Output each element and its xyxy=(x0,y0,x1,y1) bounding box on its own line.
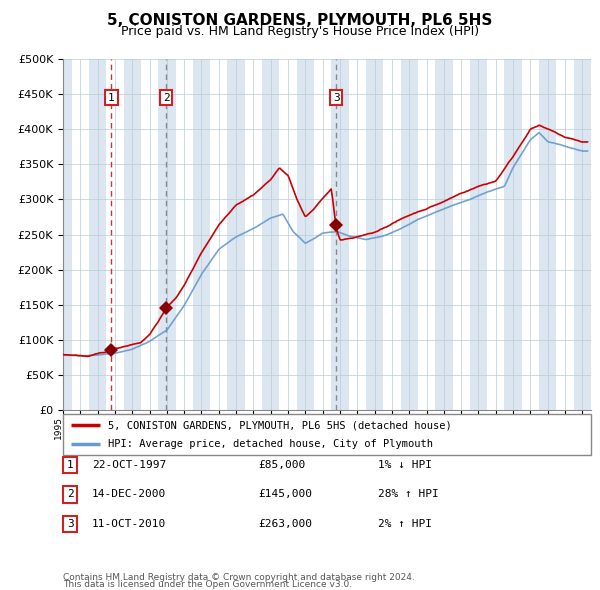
Bar xyxy=(331,59,349,410)
Bar xyxy=(210,59,227,410)
Text: 2008: 2008 xyxy=(279,415,288,438)
Text: 2019: 2019 xyxy=(469,415,478,438)
Bar xyxy=(435,59,452,410)
Text: £145,000: £145,000 xyxy=(258,490,312,499)
Bar xyxy=(591,59,600,410)
Text: 2024: 2024 xyxy=(556,415,565,438)
Text: 2016: 2016 xyxy=(418,415,427,438)
Bar xyxy=(470,59,487,410)
Bar xyxy=(297,59,314,410)
Bar xyxy=(452,59,470,410)
Bar xyxy=(106,59,124,410)
Bar xyxy=(401,59,418,410)
Text: 1997: 1997 xyxy=(89,415,98,438)
Bar xyxy=(418,59,435,410)
Text: 1999: 1999 xyxy=(123,415,132,438)
Text: 2% ↑ HPI: 2% ↑ HPI xyxy=(378,519,432,529)
Text: 2009: 2009 xyxy=(296,415,305,438)
Text: This data is licensed under the Open Government Licence v3.0.: This data is licensed under the Open Gov… xyxy=(63,581,352,589)
Bar xyxy=(176,59,193,410)
Text: 2012: 2012 xyxy=(348,415,357,438)
Text: 2023: 2023 xyxy=(539,415,548,438)
Bar xyxy=(349,59,366,410)
Text: 1996: 1996 xyxy=(71,415,80,438)
Text: 3: 3 xyxy=(333,93,340,103)
Text: 2004: 2004 xyxy=(210,415,219,438)
Text: 2013: 2013 xyxy=(365,415,374,438)
Text: 2000: 2000 xyxy=(140,415,149,438)
Text: 1998: 1998 xyxy=(106,415,115,438)
Bar xyxy=(193,59,210,410)
Bar xyxy=(89,59,106,410)
Bar xyxy=(262,59,280,410)
Text: 5, CONISTON GARDENS, PLYMOUTH, PL6 5HS (detached house): 5, CONISTON GARDENS, PLYMOUTH, PL6 5HS (… xyxy=(108,420,452,430)
Text: 14-DEC-2000: 14-DEC-2000 xyxy=(92,490,166,499)
Text: £263,000: £263,000 xyxy=(258,519,312,529)
Text: 5, CONISTON GARDENS, PLYMOUTH, PL6 5HS: 5, CONISTON GARDENS, PLYMOUTH, PL6 5HS xyxy=(107,13,493,28)
Text: 1% ↓ HPI: 1% ↓ HPI xyxy=(378,460,432,470)
Text: 2018: 2018 xyxy=(452,415,461,438)
Text: 2005: 2005 xyxy=(227,415,236,438)
Bar xyxy=(383,59,401,410)
Text: 2007: 2007 xyxy=(262,415,271,438)
Bar xyxy=(124,59,141,410)
Text: 1: 1 xyxy=(67,460,74,470)
Bar xyxy=(55,59,71,410)
Text: 28% ↑ HPI: 28% ↑ HPI xyxy=(378,490,439,499)
Text: Price paid vs. HM Land Registry's House Price Index (HPI): Price paid vs. HM Land Registry's House … xyxy=(121,25,479,38)
Text: 2021: 2021 xyxy=(504,415,513,438)
Bar xyxy=(71,59,89,410)
Text: 2017: 2017 xyxy=(435,415,444,438)
Text: HPI: Average price, detached house, City of Plymouth: HPI: Average price, detached house, City… xyxy=(108,440,433,450)
Text: 2025: 2025 xyxy=(574,415,583,438)
Text: 3: 3 xyxy=(67,519,74,529)
Text: 2006: 2006 xyxy=(244,415,253,438)
Bar xyxy=(556,59,574,410)
Bar xyxy=(505,59,522,410)
Text: 2022: 2022 xyxy=(521,415,530,438)
Bar xyxy=(487,59,505,410)
Bar xyxy=(280,59,297,410)
Bar xyxy=(366,59,383,410)
Text: 2011: 2011 xyxy=(331,415,340,438)
Text: 2001: 2001 xyxy=(158,415,167,438)
Bar xyxy=(245,59,262,410)
Text: 22-OCT-1997: 22-OCT-1997 xyxy=(92,460,166,470)
Text: 2010: 2010 xyxy=(314,415,323,438)
Text: 2003: 2003 xyxy=(193,415,202,438)
FancyBboxPatch shape xyxy=(63,414,591,455)
Bar xyxy=(158,59,176,410)
Text: 1: 1 xyxy=(108,93,115,103)
Bar xyxy=(227,59,245,410)
Text: 2: 2 xyxy=(67,490,74,499)
Text: £85,000: £85,000 xyxy=(258,460,305,470)
Bar xyxy=(539,59,556,410)
Text: Contains HM Land Registry data © Crown copyright and database right 2024.: Contains HM Land Registry data © Crown c… xyxy=(63,573,415,582)
Bar xyxy=(574,59,591,410)
Text: 2002: 2002 xyxy=(175,415,184,438)
Text: 2020: 2020 xyxy=(487,415,496,438)
Text: 2: 2 xyxy=(163,93,169,103)
Text: 11-OCT-2010: 11-OCT-2010 xyxy=(92,519,166,529)
Text: 2015: 2015 xyxy=(400,415,409,438)
Text: 1995: 1995 xyxy=(54,415,63,438)
Bar xyxy=(314,59,331,410)
Bar xyxy=(141,59,158,410)
Text: 2014: 2014 xyxy=(383,415,392,438)
Bar xyxy=(522,59,539,410)
